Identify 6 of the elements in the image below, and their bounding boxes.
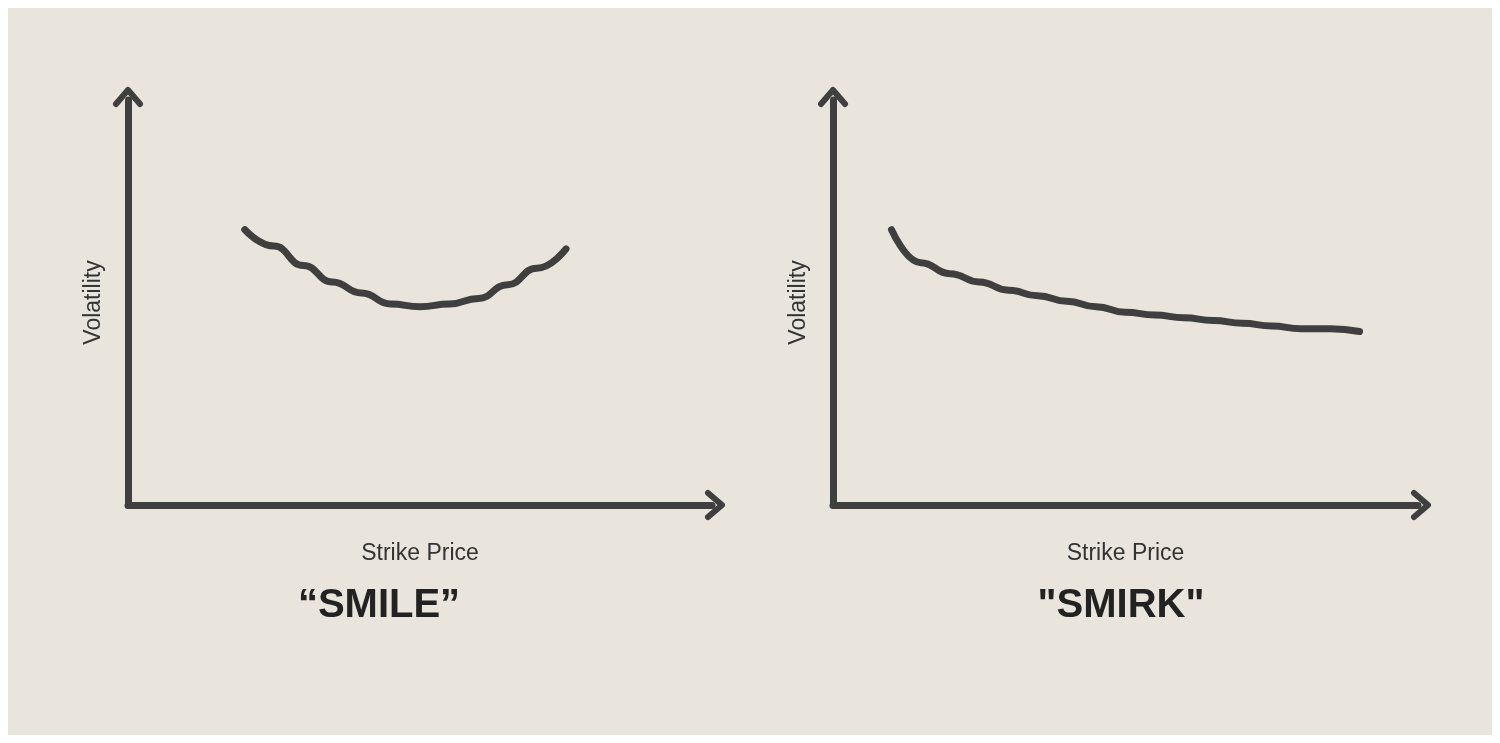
x-axis-title: Strike Price bbox=[361, 538, 479, 565]
text: “SMILE” bbox=[297, 581, 461, 625]
text: "SMIRK" bbox=[1037, 581, 1205, 625]
y-axis-title: Volatility bbox=[78, 259, 105, 345]
x-axis-title: Strike Price bbox=[1066, 538, 1185, 565]
y-axis-title: Volatility bbox=[783, 259, 810, 345]
